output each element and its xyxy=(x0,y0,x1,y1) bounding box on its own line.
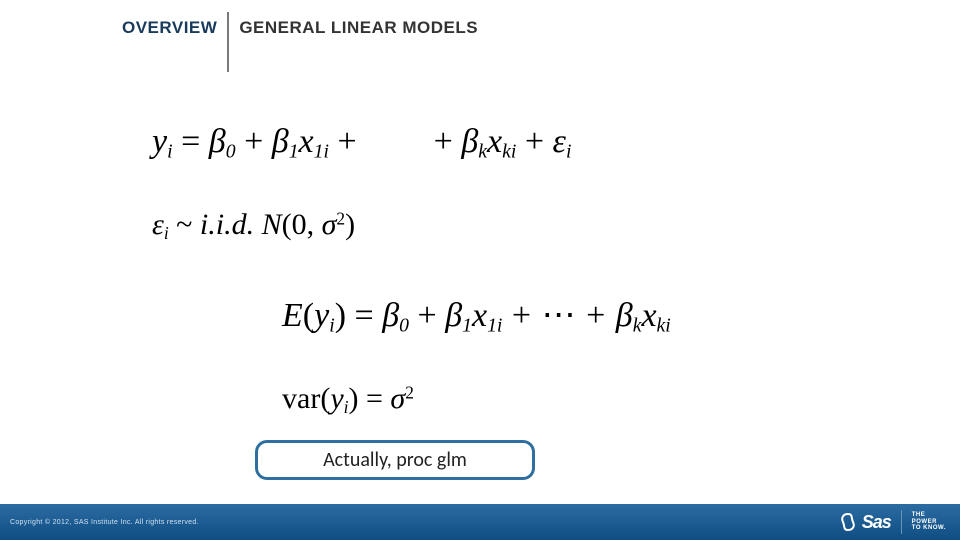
copyright-text: Copyright © 2012, SAS Institute Inc. All… xyxy=(10,519,199,526)
eq3-dots: + ⋯ + xyxy=(502,297,615,334)
eq1-plus4: + xyxy=(516,123,552,160)
footer-divider xyxy=(901,510,902,534)
eq3-E: E xyxy=(282,297,303,334)
equation-1: yi = β0 + β1x1i + + βkxki + εi xyxy=(152,123,571,164)
equation-4: var(yi) = σ2 xyxy=(282,382,414,418)
sas-swoosh-icon xyxy=(838,512,858,532)
eq3-open: ( xyxy=(303,297,314,334)
eq1-sub-1: 1 xyxy=(289,141,299,163)
eq1-sub-0: 0 xyxy=(226,141,236,163)
eq1-beta0: β xyxy=(209,123,226,160)
eq3-sub-ki: ki xyxy=(657,315,671,337)
tagline-line2: POWER xyxy=(912,519,946,526)
eq2-sup-2: 2 xyxy=(336,208,345,228)
logo-group: Sas THE POWER TO KNOW. xyxy=(838,510,946,534)
eq2-iid: i.i.d. xyxy=(200,208,254,241)
eq1-beta1: β xyxy=(272,123,289,160)
eq3-sub-1: 1 xyxy=(462,315,472,337)
eq2-N: N xyxy=(254,208,282,241)
eq4-y: y xyxy=(330,382,343,415)
eq1-equals: = xyxy=(173,123,209,160)
eq1-y: y xyxy=(152,123,167,160)
eq4-sigma: σ xyxy=(390,382,405,415)
eq4-eq: = xyxy=(358,382,390,415)
eq2-open: (0, xyxy=(282,208,322,241)
eq2-eps: ε xyxy=(152,208,164,241)
eq3-xk: x xyxy=(641,297,656,334)
eq1-sub-1i: 1i xyxy=(314,141,329,163)
eq2-tilde: ~ xyxy=(169,208,200,241)
eq4-sup-2: 2 xyxy=(405,382,414,402)
eq1-xk: x xyxy=(487,123,502,160)
tagline-line3: TO KNOW. xyxy=(912,525,946,532)
eq3-sub-0: 0 xyxy=(399,315,409,337)
tagline: THE POWER TO KNOW. xyxy=(912,512,946,532)
equation-3: E(yi) = β0 + β1x1i + ⋯ + βkxki xyxy=(282,295,671,338)
eq3-close: ) xyxy=(335,297,346,334)
eq1-plus1: + xyxy=(236,123,272,160)
slide: OVERVIEW GENERAL LINEAR MODELS yi = β0 +… xyxy=(0,0,960,540)
equation-2: εi ~ i.i.d. N(0, σ2) xyxy=(152,208,355,244)
slide-title: GENERAL LINEAR MODELS xyxy=(229,18,478,38)
overview-label: OVERVIEW xyxy=(122,18,227,38)
eq3-b0: β xyxy=(382,297,399,334)
footer-bar: Copyright © 2012, SAS Institute Inc. All… xyxy=(0,504,960,540)
sas-brand-text: Sas xyxy=(862,512,891,533)
tagline-line1: THE xyxy=(912,512,946,519)
callout-box: Actually, proc glm xyxy=(255,440,535,480)
slide-header: OVERVIEW GENERAL LINEAR MODELS xyxy=(122,18,478,72)
eq3-x1: x xyxy=(472,297,487,334)
eq1-sub-ki: ki xyxy=(502,141,516,163)
eq4-var: var xyxy=(282,382,320,415)
eq3-bk: β xyxy=(616,297,633,334)
eq3-sub-1i: 1i xyxy=(487,315,502,337)
eq3-plus1: + xyxy=(409,297,445,334)
eq1-betak: β xyxy=(461,123,478,160)
eq1-plus2: + xyxy=(329,123,365,160)
eq2-sigma: σ xyxy=(322,208,337,241)
eq2-close: ) xyxy=(345,208,355,241)
eq1-x1: x xyxy=(299,123,314,160)
eq1-plus3: + xyxy=(425,123,461,160)
eq4-close: ) xyxy=(348,382,358,415)
eq3-eq: = xyxy=(346,297,382,334)
eq4-open: ( xyxy=(320,382,330,415)
eq1-eps: ε xyxy=(553,123,566,160)
eq3-b1: β xyxy=(445,297,462,334)
sas-logo: Sas xyxy=(838,512,891,533)
callout-text: Actually, proc glm xyxy=(323,448,467,472)
eq3-y: y xyxy=(314,297,329,334)
eq1-sub-k: k xyxy=(478,141,487,163)
eq1-eps-i: i xyxy=(566,141,571,163)
